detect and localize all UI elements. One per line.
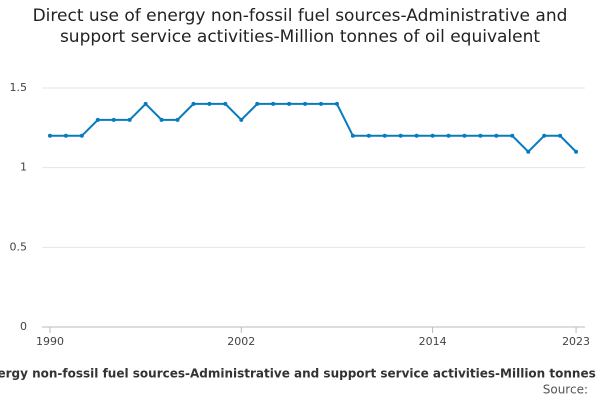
y-tick-label: 0	[20, 320, 27, 333]
point	[558, 133, 563, 138]
y-tick-label: 0.5	[10, 240, 28, 253]
point	[462, 133, 467, 138]
point	[111, 117, 116, 122]
point	[478, 133, 483, 138]
point	[366, 133, 371, 138]
source: Source:	[543, 383, 588, 397]
point	[63, 133, 68, 138]
x-tick-label: 2023	[562, 335, 590, 348]
point	[526, 149, 531, 154]
point	[574, 149, 579, 154]
y-tick-label: 1.5	[10, 81, 28, 94]
point	[318, 101, 323, 106]
point	[223, 101, 228, 106]
point	[446, 133, 451, 138]
point	[350, 133, 355, 138]
point	[430, 133, 435, 138]
point	[127, 117, 132, 122]
point	[207, 101, 212, 106]
series-line	[49, 102, 577, 154]
point	[255, 101, 260, 106]
point	[542, 133, 547, 138]
point	[47, 133, 52, 138]
point	[382, 133, 387, 138]
point	[143, 101, 148, 106]
point	[159, 117, 164, 122]
x-tick-label: 2002	[227, 335, 255, 348]
point	[95, 117, 100, 122]
x-axis-title: Direct use of energy non-fossil fuel sou…	[0, 367, 600, 381]
x-tick-label: 1990	[36, 335, 64, 348]
point	[414, 133, 419, 138]
x-tick-label: 2014	[419, 335, 447, 348]
point	[398, 133, 403, 138]
point	[334, 101, 339, 106]
point	[494, 133, 499, 138]
point	[191, 101, 196, 106]
point	[303, 101, 308, 106]
y-tick-label: 1	[20, 161, 27, 174]
point	[510, 133, 515, 138]
point	[271, 101, 276, 106]
point	[79, 133, 84, 138]
chart-title: Direct use of energy non-fossil fuel sou…	[32, 6, 568, 47]
point	[287, 101, 292, 106]
point	[175, 117, 180, 122]
point	[239, 117, 244, 122]
